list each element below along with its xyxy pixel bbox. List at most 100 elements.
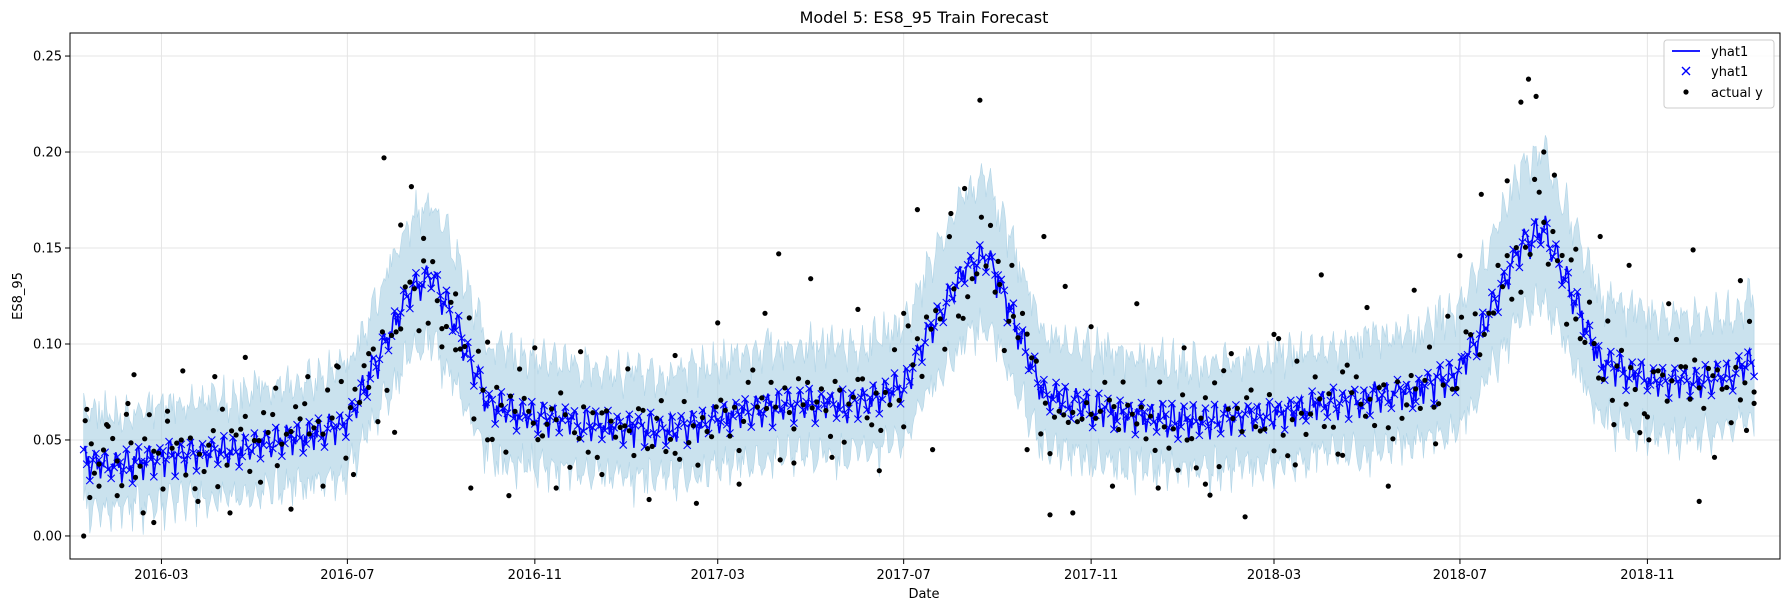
forecast-marker: [1439, 373, 1448, 382]
forecast-marker: [1265, 397, 1274, 406]
actual-point: [361, 363, 367, 369]
actual-point: [1166, 445, 1172, 451]
actual-point: [1244, 395, 1250, 401]
forecast-marker: [1548, 252, 1557, 261]
actual-point: [578, 349, 584, 355]
actual-point: [791, 426, 797, 432]
actual-point: [1312, 374, 1318, 380]
actual-point: [1097, 408, 1103, 414]
forecast-marker: [189, 448, 198, 457]
actual-point: [311, 425, 317, 431]
forecast-marker: [975, 241, 984, 250]
actual-point: [715, 320, 721, 326]
forecast-marker: [564, 416, 573, 425]
forecast-marker: [320, 443, 329, 452]
forecast-marker: [811, 419, 820, 428]
actual-point: [1743, 427, 1750, 433]
actual-point: [1550, 228, 1556, 235]
actual-point: [270, 411, 276, 418]
forecast-marker: [1676, 375, 1685, 384]
actual-point: [718, 397, 724, 403]
forecast-marker: [1405, 386, 1414, 395]
forecast-marker: [302, 439, 311, 448]
actual-point: [288, 506, 294, 512]
actual-point: [1711, 454, 1718, 460]
actual-point: [1317, 396, 1323, 402]
actual-point: [969, 276, 975, 282]
actual-point: [306, 431, 312, 437]
forecast-marker: [707, 414, 716, 423]
actual-point: [1271, 331, 1277, 337]
actual-point: [699, 415, 706, 421]
actual-point: [562, 412, 568, 418]
actual-point: [273, 385, 279, 391]
actual-point: [946, 234, 953, 240]
actual-point: [805, 379, 811, 385]
forecast-marker: [1295, 395, 1304, 404]
actual-point: [195, 498, 201, 504]
actual-point: [1062, 283, 1068, 289]
y-tick-label: 0.25: [33, 50, 62, 65]
forecast-marker: [735, 410, 744, 419]
forecast-marker: [1094, 389, 1103, 398]
actual-point: [649, 443, 655, 449]
forecast-marker: [104, 465, 113, 474]
forecast-marker: [1506, 260, 1515, 269]
actual-point: [1481, 331, 1487, 337]
actual-point: [1449, 386, 1455, 392]
actual-point: [693, 500, 700, 506]
actual-point: [948, 210, 954, 217]
actual-point: [498, 402, 504, 408]
forecast-marker: [1320, 404, 1329, 413]
actual-point: [914, 207, 921, 213]
actual-point: [808, 276, 814, 282]
actual-point: [1202, 395, 1208, 401]
forecast-marker: [994, 271, 1003, 280]
forecast-marker: [152, 457, 161, 466]
forecast-marker: [1378, 390, 1387, 399]
actual-point: [603, 408, 610, 414]
actual-point: [125, 400, 131, 407]
actual-point: [242, 354, 248, 360]
actual-point: [187, 435, 193, 441]
forecast-marker: [454, 311, 463, 320]
forecast-marker: [1625, 374, 1634, 383]
forecast-marker: [1533, 234, 1542, 243]
actual-point: [1751, 400, 1757, 406]
forecast-marker: [457, 334, 466, 343]
actual-point: [468, 485, 474, 491]
actual-point: [613, 434, 619, 440]
actual-point: [1239, 429, 1245, 435]
actual-point: [795, 376, 802, 382]
actual-point: [507, 393, 514, 399]
actual-point: [1175, 467, 1181, 473]
forecast-marker: [820, 400, 829, 409]
forecast-marker: [671, 429, 680, 438]
forecast-marker: [1603, 359, 1612, 368]
forecast-marker: [119, 466, 128, 474]
actual-point: [1737, 397, 1743, 403]
actual-point: [169, 445, 175, 451]
forecast-marker: [222, 451, 231, 460]
actual-point: [997, 281, 1003, 288]
forecast-marker: [1399, 386, 1408, 395]
forecast-marker: [1216, 429, 1225, 438]
forecast-marker: [341, 433, 350, 442]
actual-point: [140, 510, 146, 516]
forecast-marker: [1463, 350, 1472, 359]
forecast-marker: [988, 253, 997, 262]
forecast-marker: [442, 286, 451, 295]
actual-point: [1257, 428, 1263, 434]
forecast-marker: [600, 426, 609, 435]
actual-point: [1155, 485, 1161, 491]
forecast-marker: [335, 411, 344, 420]
actual-point: [1591, 340, 1597, 347]
x-tick-label: 2016-03: [134, 568, 188, 583]
actual-point: [183, 472, 189, 478]
forecast-marker: [875, 409, 884, 418]
actual-point: [1344, 362, 1350, 368]
forecast-marker: [1740, 362, 1749, 371]
legend-box: [1663, 39, 1775, 109]
actual-point: [279, 441, 285, 447]
forecast-marker: [1728, 386, 1737, 395]
